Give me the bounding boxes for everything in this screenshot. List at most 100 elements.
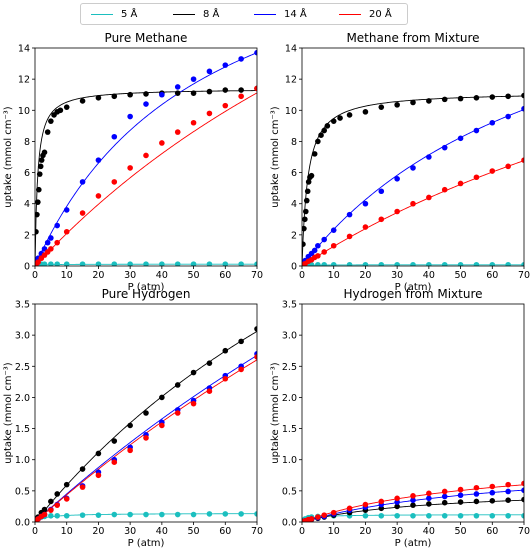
data-point [36, 186, 42, 193]
x-axis-label: P (atm) [395, 538, 432, 549]
data-point [457, 180, 464, 187]
data-point [48, 261, 54, 266]
data-point [457, 492, 464, 499]
x-tick-label: 40 [423, 270, 435, 281]
data-point [330, 242, 337, 249]
data-point [426, 490, 432, 497]
data-point [410, 497, 416, 504]
legend-item-20A: 20 Å [339, 4, 392, 24]
x-tick-label: 70 [251, 526, 263, 537]
data-point [127, 165, 133, 171]
data-point [95, 193, 102, 199]
data-point [521, 157, 524, 163]
x-tick-label: 30 [391, 526, 403, 537]
data-point [38, 157, 45, 163]
data-point [48, 118, 54, 124]
y-tick-label: 0.0 [15, 518, 30, 529]
x-tick-label: 60 [219, 270, 231, 281]
plot-area [302, 92, 524, 266]
plot-frame [301, 303, 525, 523]
data-point [174, 382, 181, 388]
data-point [222, 375, 229, 382]
data-point [35, 228, 39, 235]
data-point [346, 261, 353, 266]
data-point [362, 200, 369, 207]
y-tick-label: 3.0 [282, 331, 297, 342]
data-point [254, 85, 257, 92]
data-point [238, 93, 244, 100]
data-point [394, 102, 400, 108]
data-point [159, 261, 165, 266]
data-point [254, 49, 257, 56]
fit-line-14A [35, 52, 257, 266]
data-point [378, 512, 385, 519]
data-point [473, 174, 480, 181]
data-point [489, 94, 496, 100]
data-point [321, 261, 327, 266]
chart-title: Pure Methane [105, 31, 188, 45]
data-point [206, 88, 213, 95]
chart-panel-2: Methane from Mixture 0 10 20 30 40 50 60 70 0 2 4 6 8… [270, 31, 530, 293]
x-tick-label: 70 [518, 270, 530, 281]
y-tick-label: 1.5 [282, 424, 297, 435]
data-point [410, 493, 416, 499]
x-tick-label: 10 [61, 270, 73, 281]
data-point [303, 197, 310, 204]
data-point [238, 87, 244, 93]
data-point [54, 512, 60, 519]
x-tick-label: 40 [423, 526, 435, 537]
y-tick-label: 2.0 [15, 393, 30, 404]
y-tick-label: 10 [18, 106, 30, 117]
data-point [111, 133, 118, 140]
data-point [190, 369, 197, 376]
x-tick-label: 0 [32, 526, 38, 537]
data-point [159, 511, 165, 518]
y-tick-label: 6 [24, 168, 30, 179]
data-point [441, 493, 448, 500]
x-tick-label: 0 [32, 270, 38, 281]
data-point [318, 132, 324, 138]
data-point [222, 511, 229, 517]
data-point [206, 261, 213, 266]
data-point [505, 261, 511, 266]
data-point [308, 516, 315, 522]
legend-label: 5 Å [121, 8, 138, 20]
data-point [48, 512, 54, 519]
chart-title: Hydrogen from Mixture [343, 287, 482, 301]
data-point [174, 261, 181, 266]
data-point [48, 246, 54, 252]
data-point [54, 491, 60, 497]
legend-line-icon [339, 13, 361, 15]
x-tick-label: 50 [455, 270, 467, 281]
data-point [222, 261, 229, 266]
legend-line-icon [91, 13, 113, 15]
y-tick-label: 0.0 [282, 518, 297, 529]
y-tick-label: 1.0 [282, 455, 297, 466]
data-point [63, 481, 70, 488]
data-point [346, 112, 353, 118]
data-point [37, 163, 44, 170]
x-axis-label: P (atm) [128, 282, 165, 293]
data-point [36, 171, 43, 177]
data-point [362, 512, 369, 519]
data-point [489, 512, 496, 519]
x-tick-label: 20 [92, 270, 104, 281]
data-point [410, 200, 416, 207]
data-point [394, 261, 400, 266]
data-point [346, 505, 353, 512]
plot-frame [34, 47, 258, 267]
data-point [159, 422, 165, 429]
legend-line-icon [254, 13, 276, 15]
data-point [394, 495, 400, 502]
plot-area [302, 480, 524, 522]
data-point [330, 227, 337, 233]
data-point [426, 98, 432, 104]
x-tick-label: 50 [188, 270, 200, 281]
data-point [410, 502, 416, 508]
data-point [111, 438, 118, 444]
data-point [95, 512, 102, 518]
data-point [330, 261, 337, 266]
data-point [410, 99, 416, 106]
data-point [410, 512, 416, 519]
